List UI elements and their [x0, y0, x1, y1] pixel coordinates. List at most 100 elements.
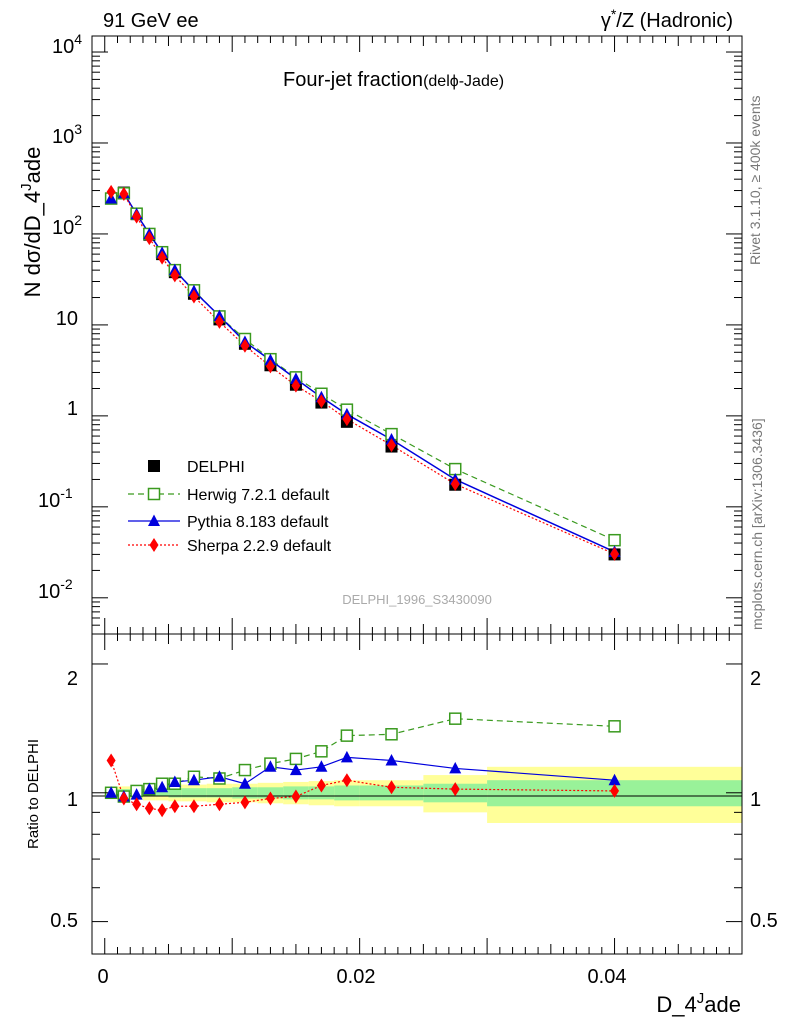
main-point-sherpa: [189, 289, 199, 304]
ratio-point-pythia: [340, 750, 353, 763]
ratio-line-herwig: [110, 718, 615, 798]
ytick-label-10: 10: [56, 308, 78, 330]
ratio-point-sherpa: [291, 789, 301, 804]
ratio-point-herwig: [608, 720, 621, 733]
main-point-sherpa: [157, 250, 167, 265]
ratio-point-herwig: [340, 729, 354, 742]
ratio-panel: 0.5 1 2 0.5 1 2 Ratio to DELPHI 0 0.02 0…: [25, 633, 778, 1017]
ytick-label-e-2: 10-2: [38, 576, 73, 603]
main-line-pythia: [110, 192, 615, 553]
main-point-pythia: [289, 372, 302, 384]
main-series: [104, 184, 621, 562]
ratio-line-pythia: [110, 756, 615, 798]
ratio-point-sherpa: [144, 801, 154, 816]
ratio-band-inner: [206, 788, 233, 798]
ratio-point-pythia: [264, 760, 277, 772]
main-point-sherpa: [214, 314, 224, 329]
x-axis-label: D_4Jade: [656, 990, 741, 1017]
legend-label-delphi: DELPHI: [187, 459, 245, 476]
mcplots-label: mcplots.cern.ch [arXiv:1306.3436]: [749, 418, 765, 630]
ratio-point-sherpa: [106, 753, 116, 768]
ratio-point-pythia: [449, 761, 462, 774]
ratio-point-herwig: [238, 763, 252, 777]
legend-label-sherpa: Sherpa 2.2.9 default: [187, 538, 332, 555]
legend-marker-herwig: [147, 487, 161, 501]
ratio-point-pythia: [156, 780, 169, 793]
main-point-sherpa: [132, 209, 142, 224]
ratio-point-sherpa: [240, 795, 250, 810]
ratio-point-sherpa: [119, 791, 129, 806]
ratio-series: [104, 712, 621, 818]
ratio-band-inner: [232, 787, 258, 799]
ratio-ticks: [92, 634, 743, 954]
ratio-point-pythia: [105, 786, 118, 798]
main-point-herwig: [608, 533, 621, 547]
ratio-point-sherpa: [170, 799, 180, 814]
main-point-sherpa: [144, 231, 154, 246]
main-point-sherpa: [119, 186, 129, 201]
legend-marker-pythia: [148, 514, 160, 526]
xtick-label-0.02: 0.02: [337, 966, 376, 988]
ratio-point-sherpa: [342, 773, 352, 788]
main-point-sherpa: [387, 438, 397, 453]
main-point-pythia: [264, 353, 277, 366]
ratio-ytick-left-1: 1: [67, 789, 78, 811]
ratio-point-sherpa: [189, 799, 199, 814]
main-point-sherpa: [610, 547, 620, 562]
ratio-point-pythia: [608, 773, 621, 786]
ratio-line-sherpa: [110, 760, 615, 811]
analysis-watermark: DELPHI_1996_S3430090: [342, 592, 492, 607]
ratio-point-sherpa: [316, 778, 326, 793]
legend-marker-delphi: [148, 460, 160, 472]
ratio-point-sherpa: [450, 782, 460, 797]
main-line-herwig: [110, 192, 615, 541]
ratio-point-pythia: [168, 775, 181, 787]
main-y-tick-labels: 10-2 10-1 1 10 102 103 104: [38, 31, 82, 603]
legend-marks: [128, 460, 180, 552]
ratio-point-pythia: [315, 760, 328, 772]
main-y-axis-label: N dσ/dD_4Jade: [18, 147, 45, 298]
ratio-band-inner: [168, 788, 182, 798]
ratio-ytick-left-2: 2: [67, 668, 78, 690]
ratio-ytick-right-0.5: 0.5: [750, 910, 778, 932]
main-point-herwig: [448, 462, 462, 476]
main-panel: 10-2 10-1 1 10 102 103 104 N dσ/dD_4Jade…: [18, 31, 743, 635]
ytick-label-e3: 103: [52, 121, 82, 148]
main-point-sherpa: [170, 268, 180, 283]
ratio-ytick-left-0.5: 0.5: [50, 910, 78, 932]
ratio-ytick-right-1: 1: [750, 789, 761, 811]
ratio-band-inner: [181, 788, 207, 798]
header-left: 91 GeV ee: [103, 10, 199, 32]
ratio-point-herwig: [315, 745, 328, 758]
ratio-band-inner: [334, 785, 360, 801]
main-point-sherpa: [316, 394, 326, 409]
main-point-sherpa: [342, 412, 352, 427]
chart-title: Four-jet fraction(delϕ-Jade): [283, 69, 504, 91]
ytick-label-1: 1: [67, 398, 78, 420]
xtick-label-0.04: 0.04: [588, 966, 627, 988]
main-point-sherpa: [291, 378, 301, 393]
header-right: γ*/Z (Hadronic): [601, 6, 733, 32]
main-point-sherpa: [450, 477, 460, 492]
ratio-point-herwig: [289, 752, 303, 766]
main-point-sherpa: [106, 184, 116, 199]
ratio-point-pythia: [187, 773, 200, 786]
ratio-point-herwig: [448, 712, 462, 725]
main-point-sherpa: [240, 338, 250, 353]
legend: DELPHI Herwig 7.2.1 default Pythia 8.183…: [128, 459, 332, 555]
ratio-ytick-right-2: 2: [750, 668, 761, 690]
legend-label-pythia: Pythia 8.183 default: [187, 514, 329, 531]
ratio-point-pythia: [130, 788, 143, 800]
ytick-label-e2: 102: [52, 212, 82, 239]
xtick-label-0: 0: [97, 966, 108, 988]
ratio-point-pythia: [289, 763, 302, 776]
ratio-point-pythia: [238, 777, 251, 789]
main-point-sherpa: [265, 359, 275, 374]
ratio-y-axis-label: Ratio to DELPHI: [25, 739, 42, 849]
ratio-point-sherpa: [132, 797, 142, 812]
ratio-point-sherpa: [610, 783, 620, 798]
rivet-label: Rivet 3.1.10, ≥ 400k events: [747, 95, 763, 265]
ytick-label-e-1: 10-1: [38, 485, 73, 512]
ratio-point-sherpa: [265, 791, 275, 806]
